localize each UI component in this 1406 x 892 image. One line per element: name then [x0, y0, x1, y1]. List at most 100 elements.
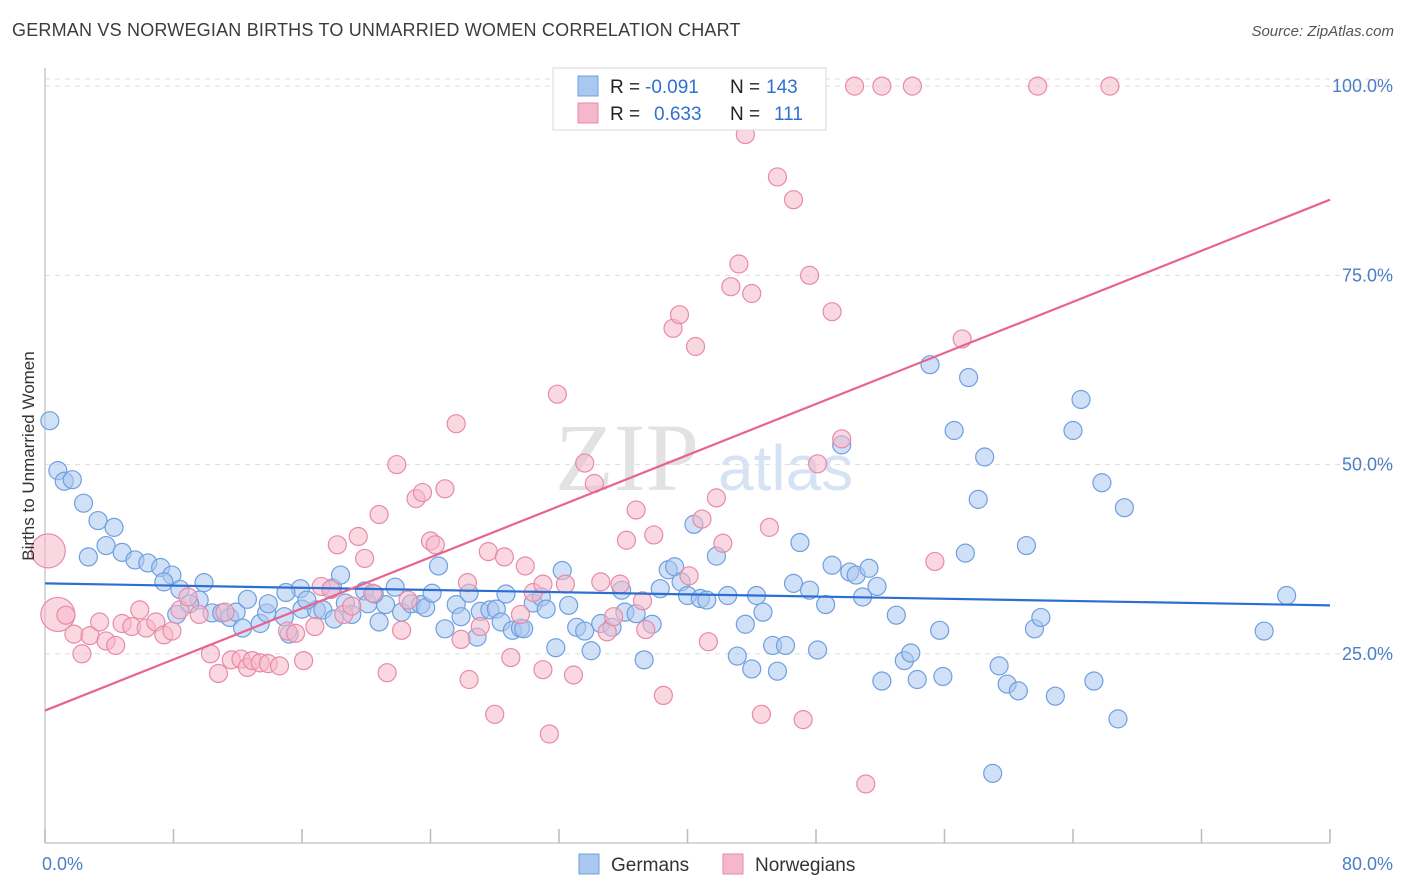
germans-point [783, 573, 804, 593]
norwegians-point [425, 535, 445, 555]
norwegians-legend-swatch [722, 853, 744, 875]
germans-point [753, 602, 773, 622]
norwegians-n-label: N = [730, 104, 760, 125]
norwegians-point [1100, 76, 1120, 96]
norwegians-point [626, 500, 646, 520]
trend-lines [44, 198, 1331, 712]
norwegians-point [189, 604, 209, 625]
germans-point [496, 584, 516, 604]
norwegians-point [591, 572, 611, 592]
norwegians-point [793, 710, 813, 730]
norwegians-point [64, 624, 84, 644]
grid-lines [45, 78, 1395, 655]
germans-point [634, 650, 654, 670]
watermark-atlas: atlas [718, 432, 853, 504]
norwegians-point [363, 583, 383, 603]
norwegians-n-value: 111 [774, 104, 803, 125]
norwegians-point [616, 530, 637, 550]
norwegians-point [412, 482, 433, 503]
germans-point [1031, 607, 1051, 628]
y-tick-label: 100.0% [1332, 76, 1393, 96]
germans-point [104, 517, 124, 537]
norwegians-point [533, 660, 553, 680]
germans-point [1108, 709, 1128, 729]
norwegians-point [515, 556, 535, 576]
germans-swatch [577, 75, 599, 97]
norwegians-point [799, 265, 820, 285]
bottom-legend: Germans Norwegians [578, 853, 855, 876]
norwegians-point [30, 533, 66, 569]
norwegians-point [387, 454, 407, 475]
germans-point [742, 659, 762, 679]
germans-point [958, 367, 979, 388]
norwegians-point [1028, 76, 1048, 96]
germans-point [1016, 535, 1037, 556]
germans-point [88, 510, 108, 531]
norwegians-point [783, 190, 804, 210]
norwegians-point [902, 76, 922, 96]
germans-point [330, 565, 351, 585]
y-tick-label: 50.0% [1342, 455, 1393, 475]
norwegians-point [685, 336, 706, 357]
norwegians-point [563, 665, 584, 685]
germans-point [1277, 585, 1297, 606]
norwegians-point [130, 600, 150, 620]
norwegians-point [713, 533, 733, 553]
germans-n-value: 143 [766, 77, 798, 98]
germans-point [867, 576, 887, 597]
norwegians-point [457, 573, 478, 593]
norwegians-point [305, 616, 325, 637]
norwegians-points [30, 76, 1120, 794]
norwegians-point [604, 607, 624, 627]
norwegians-point [501, 647, 521, 668]
germans-point [1254, 621, 1274, 641]
norwegians-point [470, 616, 490, 637]
germans-point [872, 671, 892, 691]
germans-legend-swatch [578, 853, 600, 875]
germans-r-value: -0.091 [645, 77, 699, 98]
germans-point [816, 594, 836, 615]
norwegians-point [435, 479, 455, 499]
norwegians-point [872, 76, 892, 96]
norwegians-point [285, 623, 306, 643]
norwegians-point [510, 604, 531, 625]
germans-point [369, 612, 389, 632]
norwegians-point [925, 551, 945, 572]
germans-point [276, 582, 296, 603]
germans-point [194, 573, 214, 593]
germans-point [989, 656, 1009, 676]
germans-point [822, 555, 842, 575]
norwegians-r-label: R = [610, 104, 640, 125]
y-axis-label: Births to Unmarried Women [19, 351, 38, 560]
norwegians-point [832, 429, 852, 449]
norwegians-point [494, 547, 514, 567]
germans-point [933, 666, 953, 687]
germans-point [237, 589, 257, 609]
germans-point [1008, 681, 1028, 701]
germans-point [944, 420, 964, 441]
norwegians-point [692, 509, 712, 529]
stats-legend: R = -0.091 N = 143 R = 0.633 N = 111 [552, 67, 827, 131]
germans-point [559, 595, 579, 615]
x-tick-label: 0.0% [42, 854, 83, 874]
y-tick-label: 75.0% [1342, 265, 1393, 285]
norwegians-point [644, 525, 664, 545]
germans-point [907, 669, 927, 690]
germans-point [258, 594, 278, 614]
norwegians-r-value: 0.633 [654, 104, 702, 125]
source-label: Source: ZipAtlas.com [1251, 23, 1394, 40]
norwegians-point [377, 663, 397, 683]
norwegians-point [56, 605, 76, 625]
germans-point [1063, 420, 1083, 441]
germans-point [901, 643, 921, 663]
x-tick-label: 80.0% [1342, 854, 1393, 874]
norwegians-point [759, 517, 780, 537]
norwegians-point [547, 384, 567, 404]
norwegians-trend-line [44, 198, 1331, 712]
norwegians-point [208, 663, 229, 684]
germans-point [1071, 389, 1091, 410]
norwegians-point [348, 526, 368, 547]
germans-point [859, 558, 879, 578]
germans-point [930, 620, 950, 640]
germans-point [385, 577, 405, 597]
